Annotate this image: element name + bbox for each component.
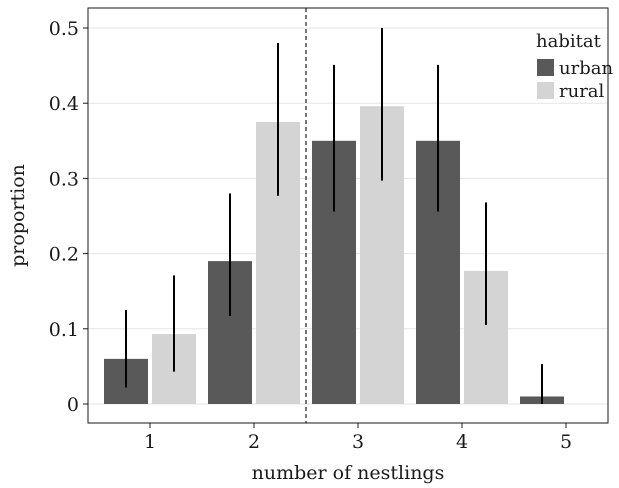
bars — [104, 106, 564, 405]
legend-label-urban: urban — [559, 58, 613, 79]
x-tick-label: 1 — [144, 431, 156, 453]
plot-panel-border — [87, 7, 609, 424]
y-tick-label: 0.3 — [49, 168, 79, 190]
legend-swatch-rural — [537, 82, 554, 99]
y-axis-title: proportion — [7, 164, 29, 267]
y-tick-label: 0.2 — [49, 244, 79, 266]
y-tick-label: 0.1 — [49, 319, 79, 341]
x-tick-label: 3 — [352, 431, 364, 453]
x-axis: 1 2 3 4 5 — [144, 423, 572, 453]
y-tick-label: 0.4 — [49, 93, 79, 115]
y-axis: 0 0.1 0.2 0.3 0.4 0.5 — [49, 18, 88, 416]
x-axis-title: number of nestlings — [252, 462, 445, 484]
y-tick-label: 0.5 — [49, 18, 79, 40]
x-tick-label: 4 — [456, 431, 468, 453]
legend-title: habitat — [536, 31, 602, 52]
legend-label-rural: rural — [559, 81, 605, 102]
y-tick-label: 0 — [67, 394, 79, 416]
legend-swatch-urban — [537, 59, 554, 76]
x-tick-label: 2 — [248, 431, 260, 453]
error-bars — [125, 28, 543, 404]
x-tick-label: 5 — [560, 431, 572, 453]
